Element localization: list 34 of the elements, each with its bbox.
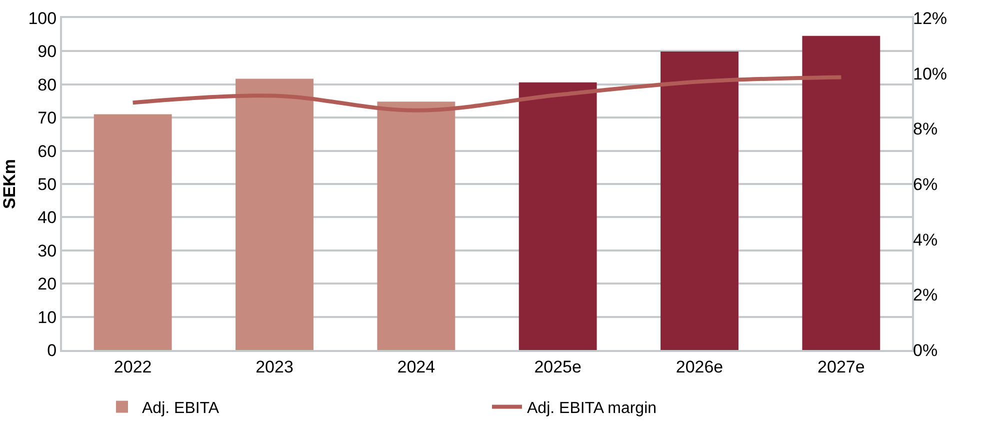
y2-tick-label: 12% (913, 8, 948, 28)
y-tick-label: 80 (38, 75, 57, 94)
bar (660, 52, 738, 350)
x-tick-label: 2027e (818, 357, 865, 376)
y2-tick-label: 10% (913, 64, 948, 84)
y2-tick-label: 8% (913, 120, 938, 139)
x-tick-label: 2025e (534, 357, 582, 376)
x-tick-label: 2023 (256, 357, 294, 376)
y-tick-label: 90 (38, 42, 57, 62)
y2-tick-label: 4% (913, 230, 938, 250)
bar (802, 36, 880, 350)
x-tick-label: 2024 (397, 357, 436, 376)
line-series (130, 75, 844, 112)
legend-label: Adj. EBITA margin (527, 400, 657, 417)
y-tick-label: 40 (38, 208, 57, 228)
y2-tick-label: 2% (913, 286, 938, 305)
y-tick-label: 20 (38, 274, 57, 294)
y-tick-label: 100 (28, 8, 57, 28)
y-tick-label: 10 (38, 308, 57, 327)
bar (518, 82, 597, 350)
y-tick-label: 50 (38, 174, 57, 194)
x-tick-label: 2026e (676, 357, 724, 376)
y-tick-label: 70 (38, 108, 57, 128)
bar (94, 114, 172, 350)
bar (236, 78, 314, 350)
y2-tick-label: 6% (913, 174, 938, 194)
y2-tick-label: 0% (913, 340, 938, 360)
y-tick-label: 0 (47, 340, 57, 360)
y-tick-label: 60 (38, 142, 57, 161)
y-tick-label: 30 (38, 241, 57, 260)
y-axis-title: SEKm (0, 158, 19, 210)
bar (377, 102, 456, 350)
x-tick-label: 2022 (114, 357, 152, 376)
legend-label: Adj. EBITA (142, 400, 220, 417)
